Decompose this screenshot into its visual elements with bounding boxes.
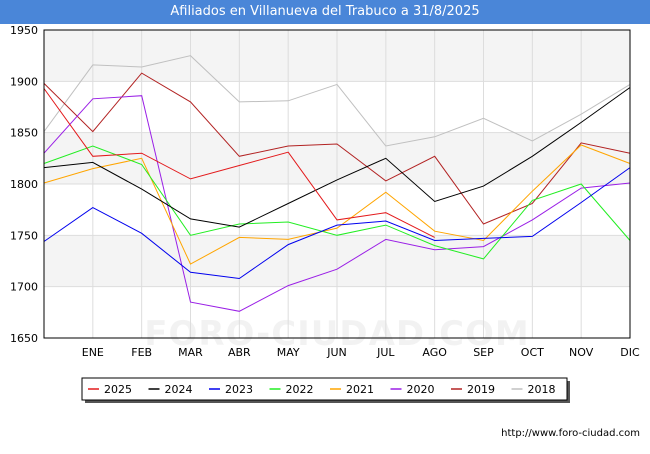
series-line-2025 <box>43 88 435 238</box>
series-line-2021 <box>43 144 631 265</box>
legend-label-2025: 2025 <box>104 383 132 396</box>
x-tick-label: ABR <box>228 346 251 359</box>
legend-label-2023: 2023 <box>225 383 253 396</box>
y-tick-label: 1750 <box>10 229 38 242</box>
y-tick-label: 1950 <box>10 24 38 37</box>
series-layer <box>43 55 631 312</box>
x-tick-label: ENE <box>82 346 104 359</box>
y-tick-label: 1650 <box>10 332 38 345</box>
series-line-2022 <box>43 145 631 260</box>
x-tick-label: DIC <box>620 346 640 359</box>
series-line-2020 <box>43 95 631 312</box>
series-line-2019 <box>43 72 631 225</box>
x-tick-label: FEB <box>131 346 152 359</box>
legend-label-2021: 2021 <box>346 383 374 396</box>
chart-area: FORO-CIUDAD.COM 1650 1700 1750 1800 1850 1900… <box>0 24 650 450</box>
chart-title: Afiliados en Villanueva del Trabuco a 31… <box>0 0 650 24</box>
series-line-2024 <box>43 87 631 228</box>
y-tick-label: 1800 <box>10 178 38 191</box>
x-tick-label: OCT <box>521 346 544 359</box>
y-tick-label: 1700 <box>10 281 38 294</box>
y-axis-ticks: 1650 1700 1750 1800 1850 1900 1950 <box>10 24 38 345</box>
y-tick-label: 1850 <box>10 127 38 140</box>
plot-frame <box>43 29 631 339</box>
x-tick-label: SEP <box>473 346 494 359</box>
source-url: http://www.foro-ciudad.com <box>501 428 640 439</box>
legend-label-2024: 2024 <box>165 383 193 396</box>
series-line-2018 <box>43 55 631 147</box>
legend-box <box>81 377 568 401</box>
legend: 2025 2024 2023 2022 2021 2020 2019 2018 <box>81 377 570 403</box>
x-tick-label: JUL <box>376 346 395 359</box>
x-axis-ticks: ENE FEB MAR ABR MAY JUN JUL AGO SEP OCT NOV DIC <box>82 346 640 359</box>
y-tick-label: 1900 <box>10 75 38 88</box>
legend-label-2018: 2018 <box>528 383 556 396</box>
x-tick-label: MAR <box>178 346 203 359</box>
x-tick-label: AGO <box>422 346 447 359</box>
x-tick-label: MAY <box>277 346 300 359</box>
legend-label-2022: 2022 <box>286 383 314 396</box>
legend-label-2019: 2019 <box>467 383 495 396</box>
series-line-2023 <box>43 167 631 280</box>
x-tick-label: JUN <box>326 346 347 359</box>
line-chart: FORO-CIUDAD.COM 165017001750180018501900… <box>10 24 640 403</box>
legend-label-2020: 2020 <box>407 383 435 396</box>
x-tick-label: NOV <box>569 346 594 359</box>
